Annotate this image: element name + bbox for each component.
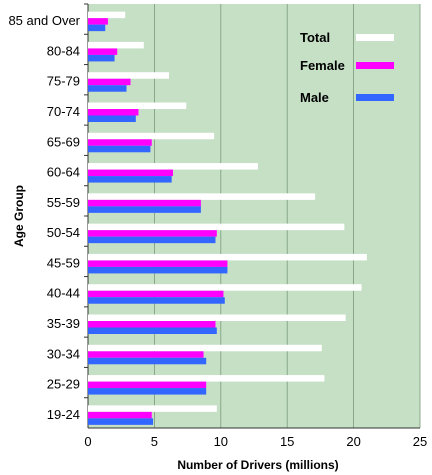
- bar-female-12: [88, 381, 207, 389]
- legend-swatch-male: [356, 94, 394, 101]
- y-tick-label-8: 45-59: [47, 255, 80, 270]
- y-tick-label-6: 55-59: [47, 195, 80, 210]
- x-axis-title: Number of Drivers (millions): [177, 458, 338, 472]
- bar-male-2: [88, 85, 127, 92]
- y-axis-title: Age Group: [12, 185, 26, 247]
- bar-male-9: [88, 297, 225, 304]
- bar-male-3: [88, 115, 136, 122]
- bar-male-8: [88, 266, 228, 274]
- y-tick-label-12: 25-29: [47, 377, 80, 392]
- bar-female-3: [88, 109, 139, 116]
- bar-female-0: [88, 18, 108, 25]
- bar-total-5: [88, 163, 258, 170]
- x-tick-label-5: 25: [413, 434, 427, 449]
- bar-total-12: [88, 375, 325, 382]
- bar-female-8: [88, 260, 228, 267]
- x-tick-label-1: 5: [151, 434, 158, 449]
- bar-male-6: [88, 206, 201, 213]
- bar-male-1: [88, 54, 115, 62]
- bar-female-5: [88, 169, 173, 177]
- legend-label-male: Male: [300, 90, 329, 105]
- bar-total-2: [88, 72, 170, 79]
- bar-female-2: [88, 78, 131, 86]
- legend-swatch-total: [356, 34, 394, 41]
- bar-male-7: [88, 236, 216, 244]
- bar-total-1: [88, 41, 144, 49]
- y-tick-label-4: 65-69: [47, 134, 80, 149]
- bar-male-4: [88, 145, 151, 153]
- bar-male-5: [88, 176, 172, 183]
- y-tick-label-7: 50-54: [47, 225, 80, 240]
- bar-female-7: [88, 230, 217, 237]
- bar-female-10: [88, 321, 216, 328]
- bar-total-3: [88, 102, 187, 109]
- legend-label-total: Total: [300, 30, 330, 45]
- bar-male-10: [88, 327, 217, 334]
- bar-male-11: [88, 357, 207, 365]
- y-tick-label-1: 80-84: [47, 43, 80, 58]
- bar-female-6: [88, 199, 201, 207]
- bar-total-4: [88, 132, 215, 140]
- bar-total-11: [88, 344, 322, 352]
- y-tick-label-10: 35-39: [47, 316, 80, 331]
- bar-male-12: [88, 388, 207, 395]
- bar-female-11: [88, 351, 204, 358]
- bar-total-10: [88, 314, 346, 321]
- y-tick-label-5: 60-64: [47, 165, 80, 180]
- y-tick-label-11: 30-34: [47, 346, 80, 361]
- bar-male-13: [88, 418, 154, 425]
- y-tick-label-3: 70-74: [47, 104, 80, 119]
- bar-total-6: [88, 193, 316, 200]
- bar-female-13: [88, 411, 152, 419]
- bar-female-4: [88, 139, 152, 146]
- bar-total-8: [88, 253, 367, 261]
- x-tick-label-2: 10: [214, 434, 228, 449]
- bar-male-0: [88, 24, 106, 32]
- y-tick-label-9: 40-44: [47, 286, 80, 301]
- y-tick-label-0: 85 and Over: [8, 13, 80, 28]
- bar-total-0: [88, 11, 126, 19]
- bar-female-1: [88, 48, 118, 55]
- legend: Total Female Male: [300, 30, 394, 105]
- y-tick-label-2: 75-79: [47, 74, 80, 89]
- bar-total-13: [88, 405, 217, 412]
- bar-female-9: [88, 290, 224, 298]
- x-tick-label-3: 15: [280, 434, 294, 449]
- x-tick-label-0: 0: [84, 434, 91, 449]
- y-tick-label-13: 19-24: [47, 407, 80, 422]
- bar-total-9: [88, 284, 362, 291]
- legend-label-female: Female: [300, 58, 345, 73]
- legend-swatch-female: [356, 62, 394, 69]
- bar-total-7: [88, 223, 345, 231]
- x-tick-label-4: 20: [346, 434, 360, 449]
